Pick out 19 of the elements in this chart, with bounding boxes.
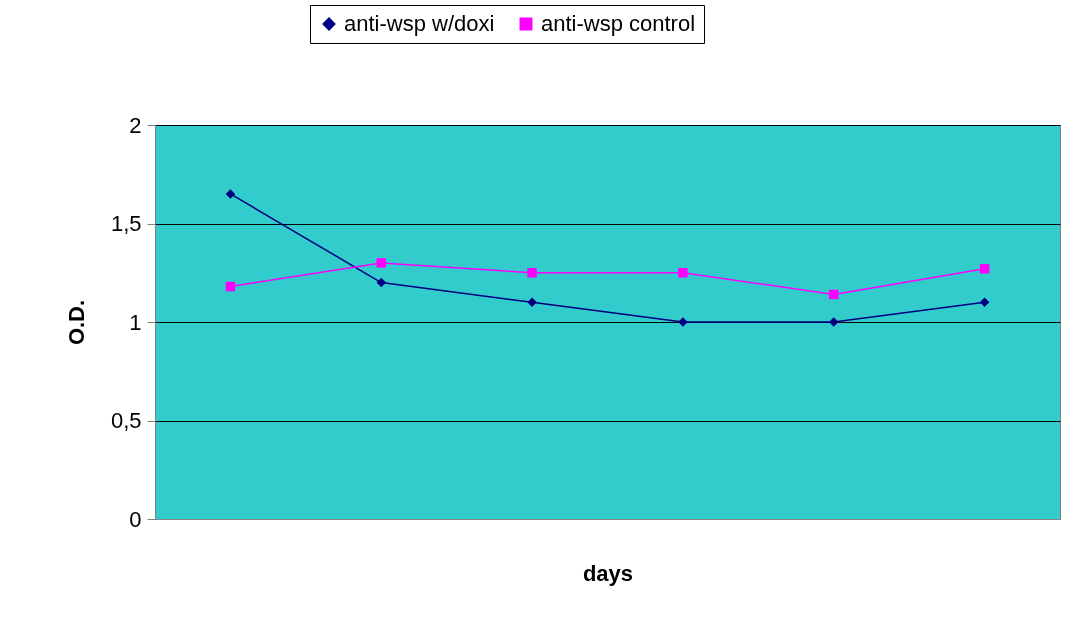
y-axis-title: O.D. bbox=[63, 299, 89, 346]
point bbox=[678, 268, 688, 278]
y-tick-label: 0,5 bbox=[110, 408, 142, 433]
point bbox=[376, 277, 386, 288]
point bbox=[225, 281, 236, 292]
x-axis-title: days bbox=[582, 560, 634, 586]
point bbox=[527, 268, 537, 278]
point bbox=[979, 297, 990, 308]
legend-label: anti-wsp w/doxi bbox=[344, 11, 495, 36]
legend-label: anti-wsp control bbox=[541, 11, 696, 36]
point bbox=[979, 264, 990, 274]
point bbox=[829, 289, 839, 300]
point bbox=[376, 258, 386, 268]
point bbox=[527, 297, 537, 308]
y-tick-label: 2 bbox=[129, 112, 142, 138]
y-tick-label: 0 bbox=[129, 506, 142, 532]
point bbox=[225, 189, 236, 199]
y-tick-label: 1,5 bbox=[110, 211, 142, 236]
y-tick-label: 1 bbox=[129, 309, 142, 335]
